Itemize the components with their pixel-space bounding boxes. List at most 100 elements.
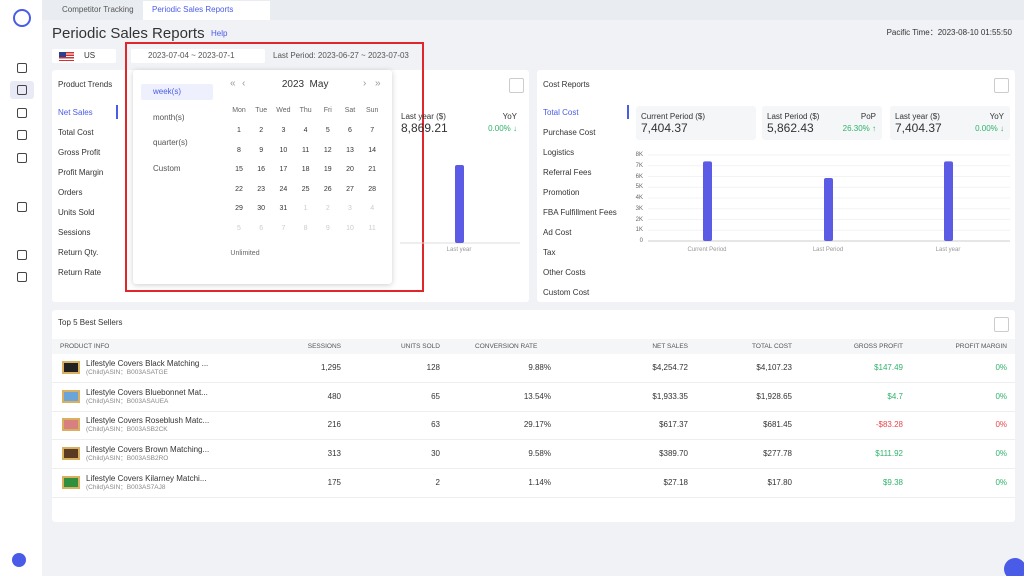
nav-icon[interactable] xyxy=(17,63,27,73)
calendar-nav[interactable]: › xyxy=(363,78,367,89)
weekday: Wed xyxy=(276,107,291,114)
nav-icon[interactable] xyxy=(17,153,27,163)
calendar-day-muted: 8 xyxy=(303,224,308,232)
calendar-day[interactable]: 13 xyxy=(346,146,354,154)
product-name[interactable]: Lifestyle Covers Roseblush Matc... xyxy=(86,416,210,426)
calendar-nav[interactable]: « xyxy=(230,78,236,89)
metric-tab[interactable]: Net Sales xyxy=(58,108,93,117)
cell-units-sold: 30 xyxy=(431,449,440,459)
calendar-day[interactable]: 20 xyxy=(346,166,354,173)
metric-tab[interactable]: Profit Margin xyxy=(58,168,104,177)
calendar-day[interactable]: 30 xyxy=(257,205,266,212)
metric-tab[interactable]: Return Qty. xyxy=(58,248,99,257)
metric-tab[interactable]: Purchase Cost xyxy=(543,128,596,137)
card-label: Last year ($) xyxy=(401,112,446,121)
period-option[interactable]: week(s) xyxy=(153,87,182,96)
metric-tab[interactable]: Total Cost xyxy=(58,128,94,137)
help-link[interactable]: Help xyxy=(211,29,228,38)
cell-net-sales: $4,254.72 xyxy=(652,363,688,372)
calendar-day[interactable]: 6 xyxy=(348,127,352,134)
calendar-day[interactable]: 31 xyxy=(279,205,288,212)
calendar-day[interactable]: 3 xyxy=(281,127,286,134)
column-header: GROSS PROFIT xyxy=(853,343,903,350)
calendar-nav[interactable]: ‹ xyxy=(242,78,246,89)
calendar-day[interactable]: 17 xyxy=(279,166,288,173)
download-button[interactable] xyxy=(509,78,524,93)
period-option[interactable]: quarter(s) xyxy=(153,138,188,147)
calendar-day[interactable]: 23 xyxy=(257,185,266,193)
nav-icon[interactable] xyxy=(17,85,27,95)
row-divider xyxy=(52,439,1015,441)
calendar-day[interactable]: 8 xyxy=(237,146,241,154)
cell-net-sales: $27.18 xyxy=(663,477,688,487)
calendar-day[interactable]: 25 xyxy=(301,185,310,193)
calendar-day[interactable]: 12 xyxy=(323,146,332,154)
calendar-day[interactable]: 28 xyxy=(368,185,377,193)
nav-icon-active[interactable] xyxy=(10,81,34,99)
download-button[interactable] xyxy=(994,78,1009,93)
metric-tab[interactable]: Ad Cost xyxy=(543,228,572,237)
calendar-day[interactable]: 7 xyxy=(370,127,375,134)
metric-tab[interactable]: Tax xyxy=(543,248,556,257)
calendar-day[interactable]: 9 xyxy=(259,146,264,154)
calendar-day[interactable]: 19 xyxy=(323,166,332,173)
calendar-day[interactable]: 16 xyxy=(257,166,266,173)
metric-tab[interactable]: Orders xyxy=(58,188,83,197)
calendar-day[interactable]: 15 xyxy=(235,166,243,173)
metric-tab[interactable]: Gross Profit xyxy=(58,148,101,157)
filter-date[interactable] xyxy=(131,49,265,63)
metric-tab[interactable]: Return Rate xyxy=(58,268,102,277)
calendar-day[interactable]: 5 xyxy=(325,127,330,134)
cell-profit-margin: 0% xyxy=(995,420,1007,430)
calendar-day-muted: 1 xyxy=(303,205,308,212)
product-name[interactable]: Lifestyle Covers Brown Matching... xyxy=(86,445,210,455)
tab[interactable]: Competitor Tracking xyxy=(62,5,134,14)
date-range[interactable]: 2023-07-04 ~ 2023-07-1 xyxy=(148,51,235,60)
period-option[interactable]: Custom xyxy=(153,164,181,173)
cell-gross-profit: $4.7 xyxy=(887,391,903,401)
calendar-day[interactable]: 4 xyxy=(303,127,308,134)
calendar-day[interactable]: 29 xyxy=(235,205,243,212)
product-name[interactable]: Lifestyle Covers Kilarney Matchi... xyxy=(86,473,207,483)
metric-tab[interactable]: Custom Cost xyxy=(543,288,590,297)
calendar-day[interactable]: 27 xyxy=(346,185,354,193)
metric-tab[interactable]: Referral Fees xyxy=(543,168,592,177)
calendar-day[interactable]: 26 xyxy=(323,185,332,193)
calendar-nav[interactable]: » xyxy=(375,78,381,89)
nav-icon[interactable] xyxy=(17,108,27,118)
calendar-day[interactable]: 2 xyxy=(259,127,264,134)
product-name[interactable]: Lifestyle Covers Bluebonnet Mat... xyxy=(86,387,208,397)
calendar-day[interactable]: 10 xyxy=(279,146,288,154)
metric-tab[interactable]: Total Cost xyxy=(543,108,579,117)
avatar[interactable] xyxy=(12,553,26,567)
metric-tab[interactable]: FBA Fulfillment Fees xyxy=(543,208,617,217)
nav-icon[interactable] xyxy=(17,272,27,282)
metric-tab[interactable]: Promotion xyxy=(543,188,580,197)
nav-icon[interactable] xyxy=(17,202,27,212)
y-tick-label: 2K xyxy=(635,216,643,223)
tab-active[interactable]: Periodic Sales Reports xyxy=(152,5,234,14)
metric-tab[interactable]: Logistics xyxy=(543,148,575,157)
product-name[interactable]: Lifestyle Covers Black Matching ... xyxy=(86,359,209,368)
calendar-day[interactable]: 11 xyxy=(301,146,310,154)
nav-icon[interactable] xyxy=(17,130,27,140)
calendar-day[interactable]: 24 xyxy=(279,185,288,193)
calendar-day[interactable]: 14 xyxy=(368,146,377,154)
download-button[interactable] xyxy=(994,317,1009,332)
period-option[interactable]: month(s) xyxy=(153,113,185,122)
calendar-day[interactable]: 22 xyxy=(235,185,243,193)
y-tick-label: 8K xyxy=(635,152,643,158)
trend-active-bar xyxy=(116,105,118,119)
metric-tab[interactable]: Other Costs xyxy=(543,268,586,277)
nav-icon[interactable] xyxy=(17,250,27,260)
calendar-day[interactable]: 1 xyxy=(237,127,241,134)
metric-tab[interactable]: Units Sold xyxy=(58,208,95,217)
calendar-unlimited[interactable]: Unlimited xyxy=(230,250,260,257)
cell-sessions: 216 xyxy=(327,420,341,430)
calendar-day[interactable]: 18 xyxy=(301,166,310,173)
metric-tab[interactable]: Sessions xyxy=(58,228,91,237)
calendar-day[interactable]: 21 xyxy=(368,166,377,173)
support-button[interactable] xyxy=(1004,558,1024,576)
country-select[interactable]: US xyxy=(84,51,96,60)
